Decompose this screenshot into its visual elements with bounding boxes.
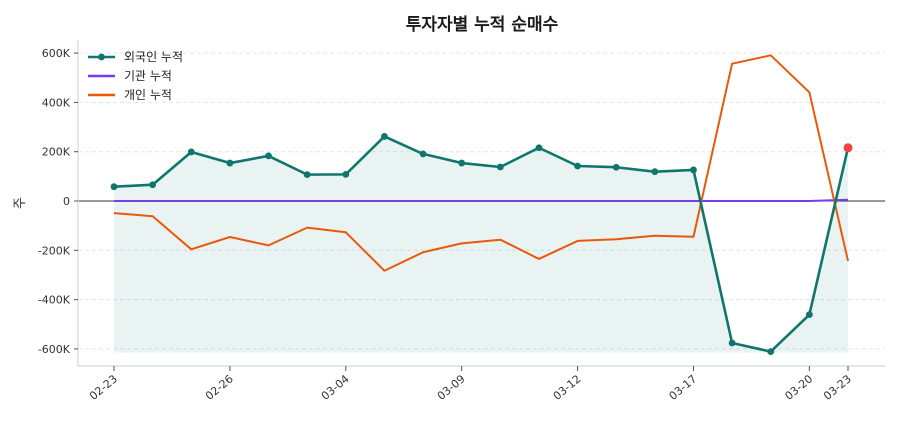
x-tick-label: 02-23 bbox=[87, 372, 120, 403]
data-point bbox=[419, 150, 427, 158]
series-line-0 bbox=[113, 135, 850, 353]
legend-label: 개인 누적 bbox=[124, 88, 172, 102]
data-point bbox=[381, 133, 388, 140]
y-tick-label: 200K bbox=[42, 146, 71, 159]
x-ticks: 02-23 02-26 03-04 03-09 03-12 03-17 03-20 03-23 bbox=[87, 366, 854, 403]
x-tick-label: 02-26 bbox=[203, 372, 236, 403]
foreign-fill bbox=[114, 136, 848, 353]
data-point bbox=[535, 144, 543, 152]
y-ticks: -600K -400K -200K 0 200K 400K 600K bbox=[38, 47, 78, 356]
data-point bbox=[690, 166, 697, 174]
legend-label: 외국인 누적 bbox=[124, 50, 183, 64]
foreign-fill-area bbox=[114, 136, 848, 353]
data-point bbox=[303, 171, 311, 179]
data-point bbox=[612, 163, 620, 171]
y-tick-label: -200K bbox=[38, 244, 71, 257]
y-axis-label: 주 bbox=[13, 197, 28, 209]
data-point bbox=[226, 159, 234, 167]
data-point bbox=[342, 170, 350, 178]
y-tick-label: 600K bbox=[42, 47, 71, 60]
legend-marker bbox=[98, 53, 105, 61]
data-point bbox=[574, 162, 581, 170]
y-tick-label: -600K bbox=[38, 343, 71, 356]
axes bbox=[77, 40, 885, 367]
grid-lines bbox=[78, 52, 885, 350]
x-tick-label: 03-04 bbox=[319, 372, 352, 403]
data-point bbox=[805, 311, 813, 319]
data-point bbox=[496, 163, 504, 171]
y-tick-label: 0 bbox=[63, 195, 70, 208]
data-point bbox=[767, 348, 775, 356]
y-tick-label: -400K bbox=[38, 294, 71, 307]
y-tick-label: 400K bbox=[42, 96, 71, 109]
data-point bbox=[149, 181, 157, 189]
x-tick-label: 03-17 bbox=[667, 372, 700, 403]
legend-label: 기관 누적 bbox=[124, 69, 172, 83]
series-group bbox=[110, 54, 853, 356]
x-tick-label: 03-23 bbox=[821, 372, 854, 403]
data-point bbox=[458, 159, 466, 167]
data-point bbox=[651, 168, 659, 176]
data-point bbox=[187, 148, 195, 156]
x-tick-label: 03-12 bbox=[551, 372, 584, 403]
series-line-1 bbox=[114, 198, 849, 202]
data-point bbox=[728, 339, 736, 347]
last-point-marker bbox=[843, 143, 853, 153]
x-tick-label: 03-09 bbox=[435, 372, 468, 403]
x-tick-label: 03-20 bbox=[782, 372, 815, 403]
data-point bbox=[110, 183, 118, 191]
chart-title: 투자자별 누적 순매수 bbox=[406, 15, 559, 35]
series-line-2 bbox=[113, 54, 849, 272]
data-point bbox=[265, 152, 272, 160]
